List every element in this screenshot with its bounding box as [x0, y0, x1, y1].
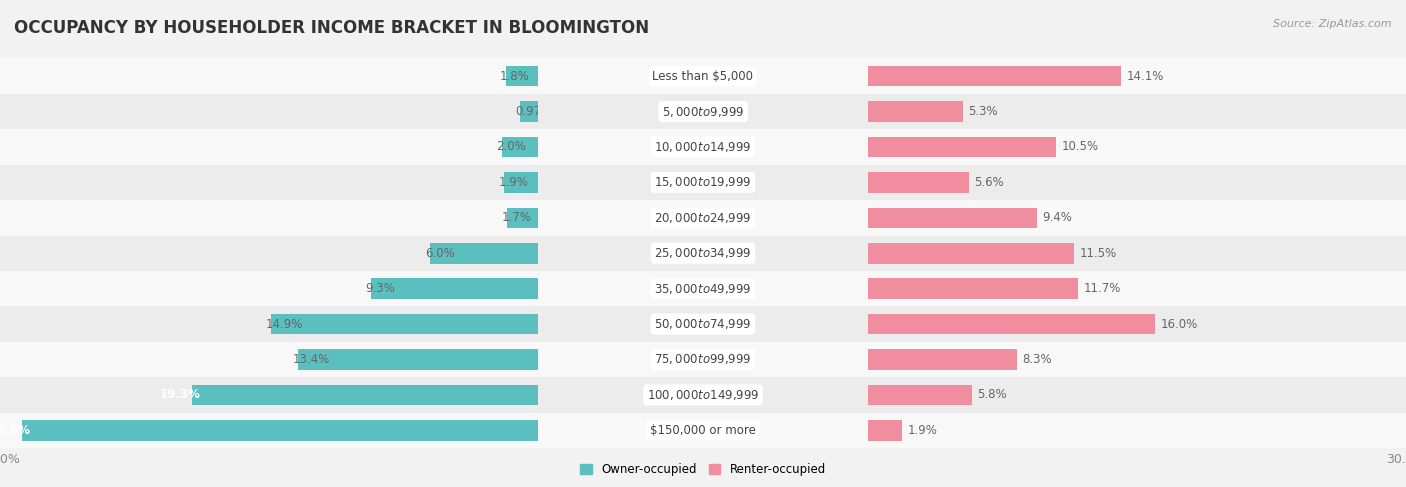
- Bar: [537, 165, 868, 200]
- Bar: [868, 129, 1406, 165]
- Bar: [537, 58, 868, 94]
- Bar: [0, 377, 537, 412]
- Text: 1.8%: 1.8%: [501, 70, 530, 83]
- Bar: [537, 200, 868, 236]
- Bar: [868, 306, 1406, 342]
- Text: 10.5%: 10.5%: [1062, 140, 1099, 153]
- Text: 2.0%: 2.0%: [496, 140, 526, 153]
- Text: $50,000 to $74,999: $50,000 to $74,999: [654, 317, 752, 331]
- Text: $150,000 or more: $150,000 or more: [650, 424, 756, 437]
- Text: 9.4%: 9.4%: [1042, 211, 1071, 225]
- Text: 1.9%: 1.9%: [908, 424, 938, 437]
- Bar: [271, 314, 537, 335]
- Bar: [868, 94, 1406, 129]
- Bar: [506, 66, 537, 86]
- Bar: [537, 271, 868, 306]
- Text: 19.3%: 19.3%: [160, 389, 201, 401]
- Text: 1.7%: 1.7%: [502, 211, 531, 225]
- Bar: [537, 377, 868, 412]
- Bar: [537, 342, 868, 377]
- Bar: [868, 172, 969, 193]
- Text: 1.9%: 1.9%: [498, 176, 529, 189]
- Text: $20,000 to $24,999: $20,000 to $24,999: [654, 211, 752, 225]
- Bar: [298, 349, 537, 370]
- Text: 6.0%: 6.0%: [425, 247, 454, 260]
- Bar: [868, 207, 1036, 228]
- Text: $25,000 to $34,999: $25,000 to $34,999: [654, 246, 752, 260]
- Bar: [537, 94, 868, 129]
- Legend: Owner-occupied, Renter-occupied: Owner-occupied, Renter-occupied: [575, 459, 831, 481]
- Bar: [868, 279, 1078, 299]
- Bar: [868, 385, 972, 405]
- Text: 5.3%: 5.3%: [969, 105, 998, 118]
- Bar: [868, 377, 1406, 412]
- Text: 9.3%: 9.3%: [366, 282, 395, 295]
- Text: Less than $5,000: Less than $5,000: [652, 70, 754, 83]
- Bar: [502, 137, 537, 157]
- Text: 11.5%: 11.5%: [1080, 247, 1116, 260]
- Text: $35,000 to $49,999: $35,000 to $49,999: [654, 281, 752, 296]
- Text: 11.7%: 11.7%: [1083, 282, 1121, 295]
- Bar: [0, 58, 537, 94]
- Bar: [537, 129, 868, 165]
- Text: OCCUPANCY BY HOUSEHOLDER INCOME BRACKET IN BLOOMINGTON: OCCUPANCY BY HOUSEHOLDER INCOME BRACKET …: [14, 19, 650, 37]
- Bar: [868, 412, 1406, 448]
- Text: 13.4%: 13.4%: [292, 353, 329, 366]
- Bar: [537, 412, 868, 448]
- Bar: [0, 412, 537, 448]
- Bar: [537, 306, 868, 342]
- Text: 5.6%: 5.6%: [974, 176, 1004, 189]
- Bar: [0, 165, 537, 200]
- Bar: [868, 342, 1406, 377]
- Bar: [191, 385, 537, 405]
- Bar: [508, 207, 537, 228]
- Bar: [868, 243, 1074, 263]
- Bar: [430, 243, 537, 263]
- Text: $75,000 to $99,999: $75,000 to $99,999: [654, 353, 752, 367]
- Bar: [868, 349, 1017, 370]
- Bar: [0, 236, 537, 271]
- Text: 8.3%: 8.3%: [1022, 353, 1052, 366]
- Text: $100,000 to $149,999: $100,000 to $149,999: [647, 388, 759, 402]
- Bar: [520, 101, 537, 122]
- Bar: [0, 342, 537, 377]
- Bar: [868, 236, 1406, 271]
- Bar: [868, 66, 1121, 86]
- Bar: [868, 420, 903, 441]
- Bar: [868, 314, 1156, 335]
- Text: $10,000 to $14,999: $10,000 to $14,999: [654, 140, 752, 154]
- Text: 14.1%: 14.1%: [1126, 70, 1164, 83]
- Bar: [868, 137, 1056, 157]
- Bar: [868, 101, 963, 122]
- Bar: [868, 58, 1406, 94]
- Bar: [868, 200, 1406, 236]
- Text: 5.8%: 5.8%: [977, 389, 1007, 401]
- Bar: [503, 172, 537, 193]
- Bar: [868, 165, 1406, 200]
- Bar: [0, 306, 537, 342]
- Text: 16.0%: 16.0%: [1160, 318, 1198, 331]
- Bar: [0, 129, 537, 165]
- Bar: [0, 94, 537, 129]
- Text: $5,000 to $9,999: $5,000 to $9,999: [662, 105, 744, 118]
- Bar: [0, 200, 537, 236]
- Text: Source: ZipAtlas.com: Source: ZipAtlas.com: [1274, 19, 1392, 30]
- Bar: [868, 271, 1406, 306]
- Text: $15,000 to $19,999: $15,000 to $19,999: [654, 175, 752, 189]
- Bar: [371, 279, 537, 299]
- Text: 14.9%: 14.9%: [266, 318, 302, 331]
- Bar: [537, 236, 868, 271]
- Bar: [21, 420, 537, 441]
- Text: 28.8%: 28.8%: [0, 424, 31, 437]
- Text: 0.97%: 0.97%: [515, 105, 553, 118]
- Bar: [0, 271, 537, 306]
